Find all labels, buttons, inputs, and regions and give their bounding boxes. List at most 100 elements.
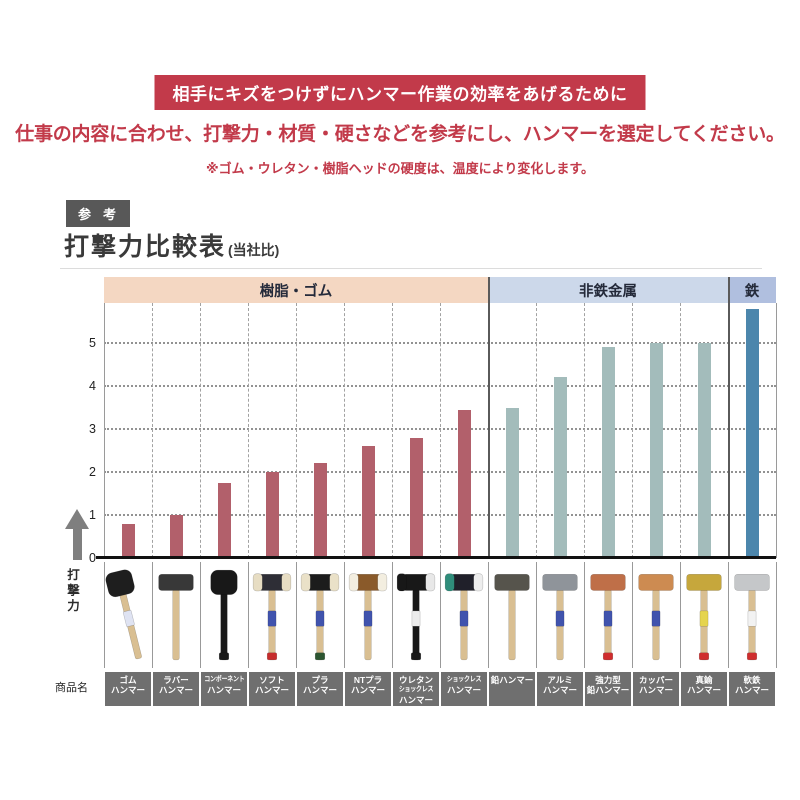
product-name-line: カッパー bbox=[638, 675, 673, 685]
product-name-line: ショックレス bbox=[446, 676, 482, 683]
product-name-line: ハンマー bbox=[254, 685, 289, 695]
grid-line-v bbox=[248, 303, 249, 558]
product-name-cell: カッパー ハンマー bbox=[633, 672, 679, 706]
bar bbox=[409, 437, 423, 558]
hammer-image bbox=[249, 564, 295, 666]
bar bbox=[121, 523, 135, 558]
product-name-line: 鉛ハンマー bbox=[586, 685, 630, 695]
hammer-cell-divider bbox=[440, 562, 441, 668]
section-divider bbox=[60, 268, 762, 269]
product-name-cell: プラ ハンマー bbox=[297, 672, 343, 706]
bar bbox=[361, 446, 375, 558]
product-name-line: ハンマー bbox=[734, 685, 769, 695]
hammer-image bbox=[105, 564, 151, 666]
product-name-line: ハンマー bbox=[110, 685, 145, 695]
product-name-cell: ウレタン ショックレス ハンマー bbox=[393, 672, 439, 706]
bar bbox=[265, 472, 279, 558]
grid-line-v bbox=[392, 303, 393, 558]
axis-tick-label: 5 bbox=[89, 336, 96, 350]
plot-edge-line bbox=[104, 303, 105, 558]
product-name-line: 真鍮 bbox=[695, 675, 713, 685]
hammer-image bbox=[729, 564, 775, 666]
bar bbox=[217, 482, 231, 558]
grid-line-v bbox=[440, 303, 441, 558]
hammer-impact-bar-chart: 打撃力 商品名 樹脂・ゴム 非鉄金属鉄 0 1 2 3 4 5 ゴム ハンマー ラバー ハンマー コンポ… bbox=[0, 277, 800, 717]
x-axis-baseline bbox=[96, 556, 776, 559]
axis-tick-label: 3 bbox=[89, 422, 96, 436]
product-name-line: 軟鉄 bbox=[743, 675, 761, 685]
product-name-cell: 真鍮 ハンマー bbox=[681, 672, 727, 706]
bar bbox=[697, 343, 711, 558]
axis-tick-label: 2 bbox=[89, 465, 96, 479]
product-name-cell: NTプラ ハンマー bbox=[345, 672, 391, 706]
hammer-cell-divider bbox=[344, 562, 345, 668]
hammer-cell-divider bbox=[536, 562, 537, 668]
category-band-label: 鉄 bbox=[744, 283, 760, 300]
product-name-line: ハンマー bbox=[206, 685, 241, 695]
hammer-cell-divider bbox=[248, 562, 249, 668]
product-name-line: ハンマー bbox=[398, 695, 433, 705]
hammer-cell-divider bbox=[632, 562, 633, 668]
intro-note: ※ゴム・ウレタン・樹脂ヘッドの硬度は、温度により変化します。 bbox=[205, 161, 595, 176]
page-title-suffix: (当社比) bbox=[228, 242, 280, 258]
product-name-cell: アルミ ハンマー bbox=[537, 672, 583, 706]
product-name-line: プラ bbox=[311, 675, 329, 685]
banner-heading: 相手にキズをつけずにハンマー作業の効率をあげるために bbox=[154, 75, 646, 110]
axis-tick-label: 4 bbox=[89, 379, 96, 393]
product-name-cell: ラバー ハンマー bbox=[153, 672, 199, 706]
hammer-cell-divider bbox=[488, 562, 489, 668]
product-name-line: 強力型 bbox=[595, 675, 621, 685]
category-band-label: 非鉄金属 bbox=[579, 283, 637, 300]
product-name-row-label: 商品名 bbox=[55, 682, 88, 694]
bar bbox=[505, 407, 519, 558]
plot-edge-line bbox=[776, 303, 777, 558]
intro-text: 仕事の内容に合わせ、打撃力・材質・硬さなどを参考にし、ハンマーを選定してください… bbox=[15, 124, 785, 145]
category-band-label: 樹脂・ゴム bbox=[259, 283, 333, 300]
product-name-cell: 軟鉄 ハンマー bbox=[729, 672, 775, 706]
product-name-line: ハンマー bbox=[686, 685, 721, 695]
hammer-cell-divider bbox=[296, 562, 297, 668]
hammer-image bbox=[441, 564, 487, 666]
hammer-image bbox=[201, 564, 247, 666]
product-name-cell: 鉛ハンマー bbox=[489, 672, 535, 706]
axis-tick-label: 0 bbox=[89, 551, 96, 565]
product-name-line: ショックレス bbox=[398, 686, 434, 693]
product-name-line: ハンマー bbox=[638, 685, 673, 695]
hammer-cell-divider bbox=[104, 562, 105, 668]
hammer-cell-divider bbox=[200, 562, 201, 668]
grid-line-v bbox=[536, 303, 537, 558]
product-name-line: 鉛ハンマー bbox=[490, 675, 534, 685]
product-name-line: ラバー bbox=[163, 675, 189, 685]
reference-badge: 参考 bbox=[66, 200, 131, 227]
hammer-image bbox=[633, 564, 679, 666]
arrow-shaft bbox=[72, 529, 82, 560]
y-axis-label: 打撃力 bbox=[65, 568, 79, 615]
hammer-image bbox=[297, 564, 343, 666]
grid-line-v bbox=[680, 303, 681, 558]
hammer-image bbox=[153, 564, 199, 666]
bar bbox=[169, 515, 183, 558]
product-name-line: ソフト bbox=[259, 675, 285, 685]
hammer-image bbox=[489, 564, 535, 666]
hammer-cell-divider bbox=[584, 562, 585, 668]
group-separator-line bbox=[728, 277, 730, 558]
bar bbox=[601, 347, 615, 558]
product-name-line: アルミ bbox=[547, 675, 573, 685]
product-name-cell: コンポーネント ハンマー bbox=[201, 672, 247, 706]
product-name-line: ハンマー bbox=[350, 685, 385, 695]
group-separator-line bbox=[488, 277, 490, 558]
product-name-line: NTプラ bbox=[353, 675, 383, 685]
grid-line-v bbox=[296, 303, 297, 558]
hammer-image bbox=[585, 564, 631, 666]
category-band-2: 鉄 bbox=[728, 277, 776, 303]
chart-title-row: 打撃力比較表 (当社比) bbox=[64, 227, 279, 263]
bar bbox=[649, 343, 663, 558]
hammer-cell-divider bbox=[728, 562, 729, 668]
product-name-line: ハンマー bbox=[158, 685, 193, 695]
product-name-cell: 強力型 鉛ハンマー bbox=[585, 672, 631, 706]
product-name-line: ハンマー bbox=[446, 685, 481, 695]
grid-line-v bbox=[632, 303, 633, 558]
hammer-image bbox=[393, 564, 439, 666]
product-name-cell: ソフト ハンマー bbox=[249, 672, 295, 706]
axis-tick-label: 1 bbox=[89, 508, 96, 522]
